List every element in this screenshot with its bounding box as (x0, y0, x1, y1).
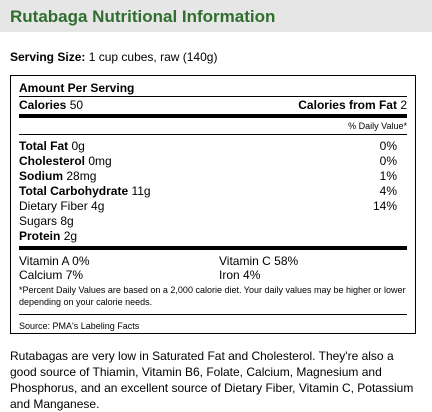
nutrient-amount: 11g (131, 184, 151, 198)
nutrient: Sugars 8g (19, 214, 74, 229)
vitamin-name: Iron (219, 268, 240, 282)
nutrient-name: Total Carbohydrate (19, 184, 129, 198)
vitamin-value: 0% (72, 254, 90, 268)
vitamin: Vitamin A 0% (19, 254, 219, 268)
amount-header-text: Amount Per Serving (19, 81, 135, 95)
nutrient-name: Cholesterol (19, 154, 86, 168)
nutrient-name: Dietary Fiber (19, 199, 88, 213)
nutrient-amount: 2g (63, 229, 78, 243)
nutrient-row: Cholesterol 0mg 0% (19, 154, 407, 169)
nutrient-name: Total Fat (19, 139, 69, 153)
calories-row: Calories 50 Calories from Fat 2 (19, 97, 407, 118)
amount-header: Amount Per Serving (19, 76, 407, 97)
nutrient-row: Total Carbohydrate 11g 4% (19, 184, 407, 199)
vitamin: Calcium 7% (19, 268, 219, 282)
nutrient-dv: 1% (379, 169, 397, 183)
vitamin: Iron 4% (219, 268, 407, 282)
nutrient-name: Protein (19, 229, 61, 243)
nutrient-name: Sodium (19, 169, 63, 183)
nutrient: Total Fat 0g (19, 139, 85, 154)
calories-label: Calories (19, 98, 67, 112)
vitamin-value: 4% (243, 268, 261, 282)
nutrient: Total Carbohydrate 11g (19, 184, 151, 199)
serving: Serving Size: 1 cup cubes, raw (140g) (10, 50, 217, 64)
nutrient-row: Sugars 8g (19, 214, 407, 229)
title-bar: Rutabaga Nutritional Information (0, 0, 432, 32)
vitamin-list: Vitamin A 0% Vitamin C 58% Calcium 7% Iron … (19, 254, 407, 282)
nutrient-list: Total Fat 0g 0% Cholesterol 0mg 0% Sodium 28… (19, 139, 407, 250)
nutrient-dv: 0% (379, 139, 397, 153)
title: Rutabaga Nutritional Information (10, 7, 276, 26)
footnote: *Percent Daily Values are based on a 2,0… (19, 284, 407, 315)
dv-header-text: % Daily Value* (348, 121, 407, 131)
vitamin-value: 7% (65, 268, 84, 282)
calories-fat-value: 2 (400, 98, 407, 112)
nutrient-row: Protein 2g (19, 229, 407, 244)
nutrient-amount: 8g (60, 214, 74, 228)
calories-fat: Calories from Fat 2 (298, 97, 407, 114)
description: Rutabagas are very low in Saturated Fat … (10, 349, 414, 411)
vitamin-name: Vitamin C (219, 254, 271, 268)
nutrient-row: Total Fat 0g 0% (19, 139, 407, 154)
nutrient-amount: 0g (71, 139, 85, 153)
nutrient-row: Sodium 28mg 1% (19, 169, 407, 184)
nutrient: Protein 2g (19, 229, 77, 244)
nutrient-amount: 0mg (88, 154, 112, 168)
serving-value: 1 cup cubes, raw (140g) (88, 50, 218, 64)
nutrient-amount: 28mg (66, 169, 97, 183)
vitamin: Vitamin C 58% (219, 254, 407, 268)
vitamin-name: Vitamin A (19, 254, 69, 268)
nutrient-dv: 0% (379, 154, 397, 168)
nutrient: Sodium 28mg (19, 169, 96, 184)
nutrient-dv: 4% (379, 184, 397, 198)
vitamin-name: Calcium (19, 268, 63, 282)
vitamin-value: 58% (274, 254, 299, 268)
nutrition-label: Amount Per Serving Calories 50 Calories … (10, 75, 416, 334)
nutrient-name: Sugars (19, 214, 58, 228)
nutrient-row: Dietary Fiber 4g 14% (19, 199, 407, 214)
source: Source: PMA's Labeling Facts (19, 321, 140, 331)
dv-header: % Daily Value* (19, 118, 407, 135)
nutrient-dv: 14% (372, 199, 397, 213)
nutrient-amount: 4g (91, 199, 105, 213)
calories: Calories 50 (19, 97, 83, 114)
serving-label: Serving Size: (10, 50, 86, 64)
nutrient: Dietary Fiber 4g (19, 199, 104, 214)
calories-fat-label: Calories from Fat (298, 98, 397, 112)
nutrient: Cholesterol 0mg (19, 154, 112, 169)
calories-value: 50 (69, 98, 84, 112)
